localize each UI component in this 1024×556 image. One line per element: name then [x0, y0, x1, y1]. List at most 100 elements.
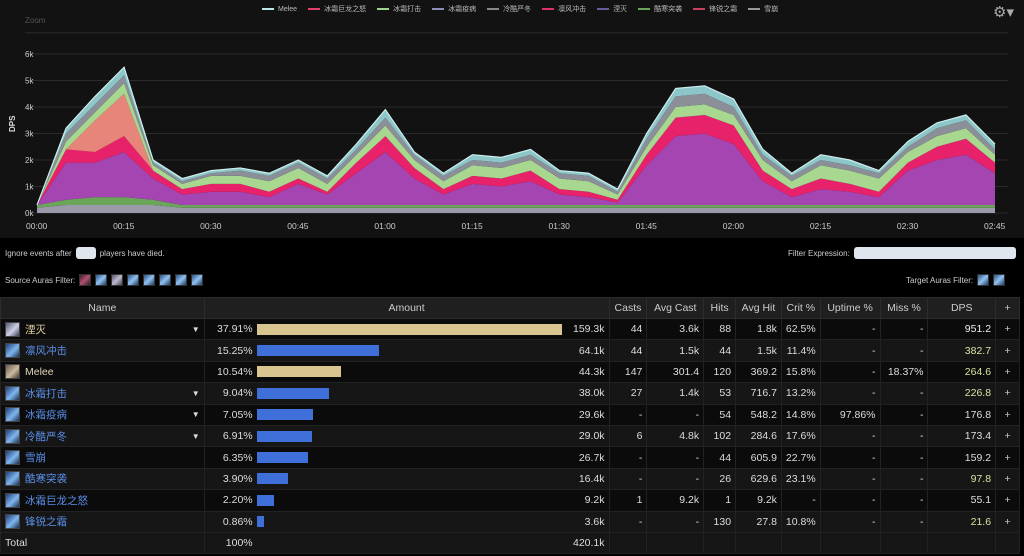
- add-button[interactable]: +: [995, 382, 1020, 405]
- legend-label: 冰霜巨龙之怒: [324, 6, 367, 13]
- table-row[interactable]: 冰霜打击 ▼ 9.04% 38.0k 27 1.4k 53 716.7 13.2% …: [0, 382, 1020, 405]
- area-series-7: [37, 67, 995, 206]
- dps: 55.1: [927, 489, 997, 512]
- source-auras-label: Source Auras Filter:: [5, 275, 76, 285]
- filter-expression-label: Filter Expression:: [788, 248, 850, 258]
- column-header[interactable]: Hits: [703, 297, 737, 319]
- spell-name[interactable]: 雪崩: [25, 452, 46, 465]
- column-header[interactable]: Name: [0, 297, 205, 319]
- aura-icon[interactable]: [95, 274, 108, 286]
- spell-name[interactable]: 冷酷严冬: [25, 430, 67, 443]
- spell-icon: [5, 450, 20, 466]
- table-row[interactable]: 冷酷严冬 ▼ 6.91% 29.0k 6 4.8k 102 284.6 17.6% …: [0, 424, 1020, 448]
- table-row[interactable]: 湮灭 ▼ 37.91% 159.3k 44 3.6k 88 1.8k 62.5% -…: [0, 317, 1020, 341]
- spell-name[interactable]: 冰霜巨龙之怒: [25, 494, 88, 507]
- spell-name[interactable]: 冰霜打击: [25, 387, 67, 400]
- column-header[interactable]: Uptime %: [819, 297, 881, 319]
- amount-value: 159.3k: [573, 323, 605, 336]
- casts: -: [608, 403, 648, 426]
- aura-icon[interactable]: [127, 274, 140, 286]
- table-row[interactable]: 冰霜疫病 ▼ 7.05% 29.6k - - 54 548.2 14.8% 97.8…: [0, 403, 1020, 426]
- zoom-label[interactable]: Zoom: [25, 16, 46, 25]
- x-tick-label: 00:30: [200, 221, 222, 231]
- add-button[interactable]: +: [995, 360, 1020, 384]
- add-button[interactable]: +: [995, 446, 1020, 469]
- spell-name[interactable]: 湮灭: [25, 323, 46, 336]
- aura-icon[interactable]: [111, 274, 124, 286]
- expand-caret-icon[interactable]: ▼: [191, 410, 200, 420]
- aura-icon[interactable]: [993, 274, 1006, 286]
- add-button[interactable]: +: [995, 510, 1020, 533]
- column-header[interactable]: +: [995, 297, 1020, 319]
- add-button[interactable]: +: [995, 317, 1020, 341]
- table-row[interactable]: 锋锐之霜 0.86% 3.6k - - 130 27.8 10.8% - - 21…: [0, 510, 1020, 533]
- dps: 382.7: [927, 339, 997, 362]
- legend-item[interactable]: 雪崩: [748, 4, 778, 14]
- legend-item[interactable]: 冰霜打击: [377, 4, 421, 14]
- aura-icon[interactable]: [79, 274, 92, 286]
- legend-item[interactable]: 锋锐之霜: [693, 4, 737, 14]
- miss-percent: -: [879, 317, 929, 341]
- filter-expression-input[interactable]: [853, 247, 1016, 259]
- gear-icon[interactable]: ⚙▾: [993, 4, 1014, 21]
- spell-icon: [5, 321, 20, 337]
- casts: 44: [608, 339, 648, 362]
- add-button[interactable]: +: [995, 467, 1020, 491]
- aura-icon[interactable]: [159, 274, 172, 286]
- column-header[interactable]: Avg Cast: [646, 297, 705, 319]
- spell-name[interactable]: 酷寒突袭: [25, 473, 67, 486]
- target-auras-filter: Target Auras Filter:: [906, 274, 1006, 286]
- column-header[interactable]: Crit %: [780, 297, 821, 319]
- amount-bar: [256, 366, 342, 378]
- aura-icon[interactable]: [977, 274, 990, 286]
- aura-icon[interactable]: [143, 274, 156, 286]
- column-header[interactable]: Amount: [203, 297, 610, 319]
- expand-caret-icon[interactable]: ▼: [191, 431, 200, 441]
- legend-item[interactable]: 冷酷严冬: [487, 4, 531, 14]
- table-row[interactable]: 冰霜巨龙之怒 2.20% 9.2k 1 9.2k 1 9.2k - - - 55.…: [0, 489, 1020, 512]
- dps-chart[interactable]: 0k 1k 2k 3k 4k 5k 6k DPS 00:00 00:15 00:30 00:45 01:…: [0, 0, 1024, 238]
- column-header[interactable]: DPS: [927, 297, 997, 319]
- legend-item[interactable]: 凛风冲击: [542, 4, 586, 14]
- add-button[interactable]: +: [995, 489, 1020, 512]
- avg-hit: 27.8: [735, 510, 782, 533]
- legend-item[interactable]: 冰霜疫病: [432, 4, 476, 14]
- amount-bar: [256, 516, 264, 528]
- table-row[interactable]: 凛风冲击 15.25% 64.1k 44 1.5k 44 1.5k 11.4% -…: [0, 339, 1020, 362]
- expand-caret-icon[interactable]: ▼: [191, 388, 200, 398]
- spell-name[interactable]: 凛风冲击: [25, 345, 67, 358]
- dps: 226.8: [927, 382, 997, 405]
- miss-percent: -: [879, 510, 929, 533]
- legend-item[interactable]: 湮灭: [597, 4, 627, 14]
- legend-swatch: [432, 8, 445, 10]
- y-axis-label: DPS: [8, 115, 17, 132]
- column-header[interactable]: Avg Hit: [735, 297, 782, 319]
- column-header[interactable]: Miss %: [879, 297, 929, 319]
- spell-name[interactable]: 冰霜疫病: [25, 409, 67, 422]
- add-button[interactable]: +: [995, 424, 1020, 448]
- casts: 147: [608, 360, 648, 384]
- aura-icon[interactable]: [175, 274, 188, 286]
- casts: 27: [608, 382, 648, 405]
- legend-item[interactable]: 酷寒突袭: [638, 4, 682, 14]
- spell-icon: [5, 385, 20, 401]
- table-row[interactable]: 酷寒突袭 3.90% 16.4k - - 26 629.6 23.1% - - 9…: [0, 467, 1020, 491]
- column-header[interactable]: Casts: [608, 297, 648, 319]
- add-button[interactable]: +: [995, 403, 1020, 426]
- spell-name[interactable]: Melee: [25, 365, 54, 378]
- add-button[interactable]: +: [995, 339, 1020, 362]
- aura-icon[interactable]: [191, 274, 204, 286]
- expand-caret-icon[interactable]: ▼: [191, 324, 200, 334]
- casts: -: [608, 446, 648, 469]
- legend-item[interactable]: 冰霜巨龙之怒: [308, 4, 366, 14]
- table-row[interactable]: 雪崩 6.35% 26.7k - - 44 605.9 22.7% - - 159…: [0, 446, 1020, 469]
- table-row[interactable]: Melee 10.54% 44.3k 147 301.4 120 369.2 15…: [0, 360, 1020, 384]
- ignore-deaths-input[interactable]: [75, 247, 96, 259]
- avg-cast: 301.4: [646, 360, 705, 384]
- spell-icon: [5, 343, 20, 359]
- miss-percent: -: [879, 339, 929, 362]
- legend-swatch: [487, 8, 500, 10]
- spell-name[interactable]: 锋锐之霜: [25, 516, 67, 529]
- dps: 159.2: [927, 446, 997, 469]
- legend-item[interactable]: Melee: [262, 4, 297, 14]
